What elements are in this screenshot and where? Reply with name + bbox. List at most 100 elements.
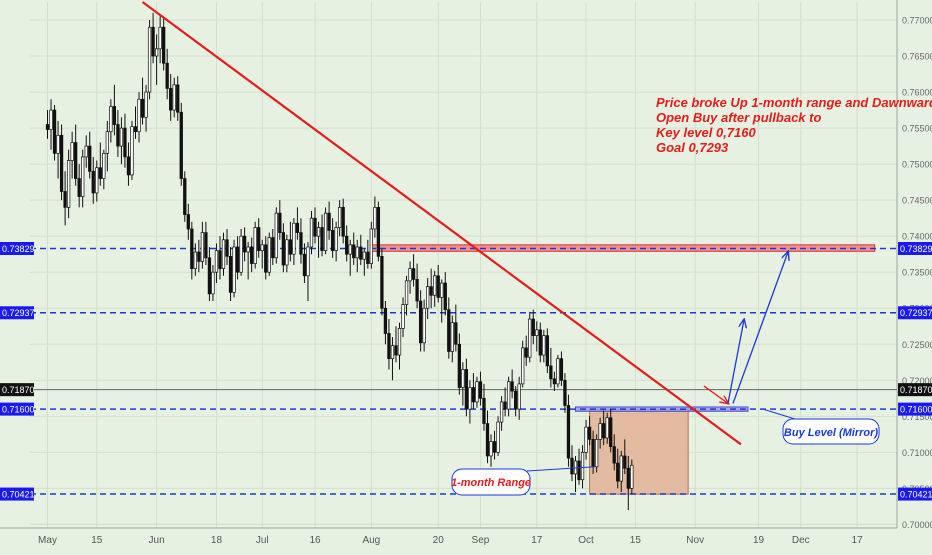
candle-body <box>531 318 535 336</box>
level-70421-right-badge <box>898 487 932 501</box>
y-tick-label: 0.72000 <box>902 376 932 386</box>
candle-body <box>204 232 208 259</box>
candle-body <box>123 127 127 158</box>
x-tick-label: May <box>38 535 57 546</box>
candle-body <box>352 244 356 259</box>
candle-body <box>482 397 486 424</box>
candle-body <box>411 268 416 280</box>
current-price-left-label: 0.71870 <box>2 385 35 395</box>
buy-level-pointer <box>762 408 796 420</box>
candle-body <box>102 152 106 179</box>
candle-body <box>542 335 546 356</box>
candle-body <box>158 26 162 50</box>
candle-body <box>267 237 271 273</box>
y-tick-label: 0.76000 <box>902 88 932 98</box>
candle-body <box>454 322 458 345</box>
candle-body <box>605 417 609 439</box>
analysis-text-line: Price broke Up 1-month range and Dawnwar… <box>656 95 932 110</box>
candles <box>45 12 634 510</box>
candle-body <box>116 124 120 147</box>
candle-body <box>327 212 331 231</box>
y-tick-label: 0.75500 <box>902 124 932 134</box>
candle-body <box>503 401 507 410</box>
candle-body <box>250 246 254 264</box>
candle-body <box>366 251 370 264</box>
candle-body <box>619 455 623 482</box>
candle-body <box>225 239 229 257</box>
candle-body <box>447 309 451 352</box>
candle-body <box>394 345 398 356</box>
candle-body <box>264 244 268 273</box>
candle-body <box>183 178 187 215</box>
candle-body <box>207 257 212 295</box>
candle-body <box>577 460 581 481</box>
current-price-right-badge <box>898 383 932 397</box>
analysis-text: Price broke Up 1-month range and Dawnwar… <box>656 95 932 155</box>
candle-body <box>320 227 324 251</box>
candle-body <box>197 251 201 262</box>
candle-body <box>105 131 109 154</box>
downward-trendline <box>141 1 742 446</box>
candle-body <box>221 239 226 269</box>
candle-body <box>137 98 141 133</box>
candle-body <box>506 381 511 410</box>
candle-body <box>147 26 152 93</box>
candle-body <box>471 387 476 403</box>
level-71600-left-label: 0.71600 <box>2 404 35 414</box>
candle-body <box>126 156 131 176</box>
candle-body <box>580 451 585 481</box>
target-arrow-2 <box>732 252 788 404</box>
candle-body <box>56 134 60 154</box>
candle-body <box>415 279 419 302</box>
candle-body <box>559 358 564 381</box>
candle-body <box>602 423 606 439</box>
candle-body <box>499 401 504 423</box>
candle-body <box>211 271 215 295</box>
candle-body <box>591 439 595 468</box>
buy-level-callout <box>782 418 880 445</box>
candle-body <box>383 307 388 334</box>
candle-body <box>130 126 134 176</box>
candle-body <box>496 421 500 453</box>
candle-body <box>552 378 557 385</box>
candle-body <box>299 232 303 255</box>
level-71600-right-badge <box>898 402 932 416</box>
candle-body <box>316 227 321 237</box>
candle-body <box>302 253 307 277</box>
candle-body <box>74 142 78 179</box>
candle-body <box>556 358 560 385</box>
candle-body <box>119 127 124 147</box>
candle-body <box>179 111 183 179</box>
candle-body <box>253 227 257 264</box>
candle-body <box>295 222 300 233</box>
target-arrow-1 <box>727 320 744 404</box>
candle-body <box>422 307 426 344</box>
candle-body <box>348 244 352 255</box>
candle-body <box>288 239 293 255</box>
candle-body <box>426 286 430 309</box>
x-tick-label: Sep <box>472 535 490 546</box>
candle-body <box>260 244 264 251</box>
candle-body <box>162 26 166 64</box>
candle-body <box>443 282 447 311</box>
y-tick-label: 0.71000 <box>902 448 932 458</box>
level-72937-left-label: 0.72937 <box>2 308 35 318</box>
candle-body <box>440 282 444 298</box>
candle-body <box>84 145 88 158</box>
price-labels: 0.73829 0.73829 0.72937 0.72937 0.71600 0.716… <box>0 241 932 501</box>
candle-body <box>285 239 289 266</box>
candle-body <box>91 170 95 194</box>
level-70421-right-label: 0.70421 <box>900 489 932 499</box>
y-tick-label: 0.75000 <box>902 160 932 170</box>
candle-body <box>408 268 412 282</box>
candle-body <box>521 347 525 385</box>
pullback-arrow <box>703 385 728 403</box>
candle-body <box>257 227 261 251</box>
candle-body <box>461 369 465 388</box>
candle-body <box>341 207 345 237</box>
candle-body <box>457 343 461 388</box>
y-tick-label: 0.73500 <box>902 268 932 278</box>
candle-body <box>355 246 359 259</box>
